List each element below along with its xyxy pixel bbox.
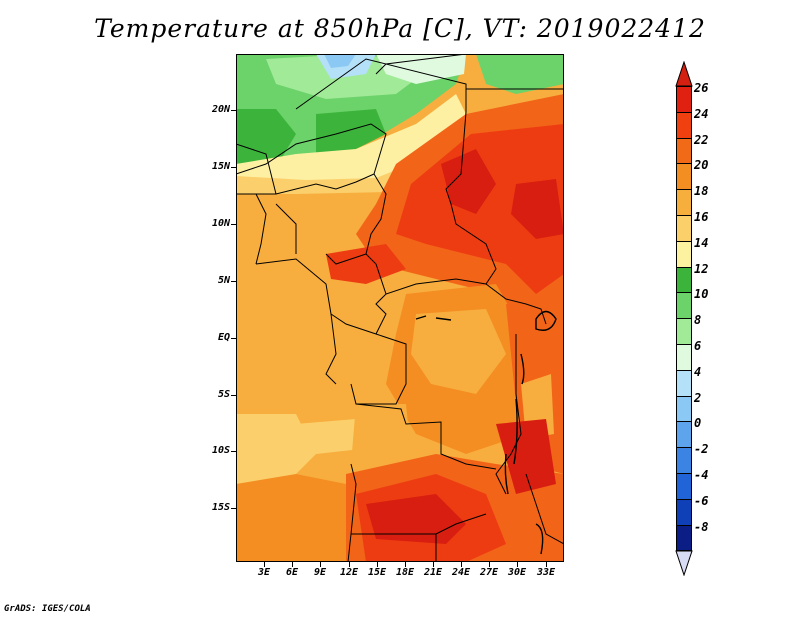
colorbar-label: 4 [694, 364, 702, 379]
colorbar-label: 2 [694, 390, 702, 405]
colorbar-segment [676, 240, 692, 268]
lon-label: 30E [507, 567, 527, 578]
temperature-map [236, 54, 564, 562]
country-borders [236, 54, 564, 562]
lon-tick [349, 562, 350, 567]
colorbar-label: -6 [694, 493, 709, 508]
colorbar-label: 16 [694, 209, 709, 224]
lon-label: 3E [257, 567, 271, 578]
zone-t8-ne [376, 54, 466, 84]
zone-t24-central [396, 124, 564, 294]
colorbar-segment [676, 447, 692, 474]
colorbar-segment [676, 524, 692, 552]
colorbar-label: 26 [694, 80, 709, 95]
colorbar-segment [676, 395, 692, 423]
lat-label: 10S [211, 445, 230, 456]
lon-tick [517, 562, 518, 567]
zone-t10-ne [476, 54, 564, 94]
lakes [415, 310, 557, 555]
lat-tick [231, 508, 236, 509]
colorbar-label: 14 [694, 235, 709, 250]
colorbar-label: -4 [694, 467, 709, 482]
colorbar-label: 12 [694, 261, 709, 276]
grads-credit: GrADS: IGES/COLA [4, 604, 91, 614]
lon-tick [461, 562, 462, 567]
colorbar-label: 20 [694, 158, 709, 173]
lat-tick [231, 338, 236, 339]
lon-label: 21E [423, 567, 443, 578]
lon-tick [489, 562, 490, 567]
zone-t26-east [511, 179, 564, 239]
lat-tick [231, 281, 236, 282]
lat-label: 15N [211, 161, 230, 172]
zone-t18-west [236, 254, 336, 454]
colorbar-label: 0 [694, 416, 702, 431]
colorbar-segment [676, 369, 692, 397]
colorbar-segment [676, 344, 692, 371]
map-title: Temperature at 850hPa [C], VT: 201902241… [94, 14, 706, 43]
zone-t26-se [496, 419, 556, 494]
lon-label: 9E [313, 567, 327, 578]
lat-tick [231, 167, 236, 168]
colorbar-segment [676, 421, 692, 449]
lat-label: 5N [217, 275, 230, 286]
colorbar-segment [676, 318, 692, 345]
lat-label: 15S [211, 502, 230, 513]
lon-label: 15E [367, 567, 387, 578]
lon-tick [377, 562, 378, 567]
lon-tick [405, 562, 406, 567]
colorbar-label: 10 [694, 287, 709, 302]
lat-tick [231, 451, 236, 452]
colorbar-segment [676, 86, 692, 113]
colorbar-label: 22 [694, 132, 709, 147]
lon-label: 24E [451, 567, 471, 578]
colorbar-label: 18 [694, 184, 709, 199]
lat-label: 20N [211, 104, 230, 115]
colorbar-segment [676, 473, 692, 500]
colorbar-label: 24 [694, 106, 709, 121]
zone-t20-sw [236, 474, 366, 562]
colorbar-label: 6 [694, 338, 702, 353]
lon-tick [264, 562, 265, 567]
lat-label: 5S [217, 389, 230, 400]
lon-label: 27E [479, 567, 499, 578]
lat-label: EQ [217, 332, 230, 343]
lon-tick [292, 562, 293, 567]
colorbar-segment [676, 137, 692, 165]
zone-t12-north2 [316, 109, 386, 154]
zone-t4-north [324, 54, 356, 68]
lat-tick [231, 395, 236, 396]
colorbar-segment [676, 111, 692, 139]
lon-label: 33E [536, 567, 556, 578]
colorbar-segment [676, 266, 692, 294]
lat-tick [231, 224, 236, 225]
lon-label: 18E [395, 567, 415, 578]
colorbar-segment [676, 163, 692, 191]
colorbar-segment [676, 498, 692, 526]
lon-tick [433, 562, 434, 567]
zone-t26-central [441, 149, 496, 214]
colorbar-segment [676, 215, 692, 242]
lon-tick [546, 562, 547, 567]
lon-label: 12E [339, 567, 359, 578]
zone-t18-eq [411, 309, 506, 394]
colorbar-label: 8 [694, 313, 702, 328]
colorbar-bottom-arrow [675, 550, 693, 577]
lon-label: 6E [285, 567, 299, 578]
colorbar-top-arrow [675, 61, 693, 87]
zone-t12-north [236, 109, 296, 164]
zone-t24-west [326, 244, 406, 284]
lat-label: 10N [211, 218, 230, 229]
colorbar-label: -8 [694, 519, 709, 534]
colorbar-segment [676, 292, 692, 320]
colorbar-label: -2 [694, 442, 709, 457]
zone-t16-west [236, 414, 316, 484]
colorbar-segment [676, 189, 692, 216]
lat-tick [231, 110, 236, 111]
lon-tick [320, 562, 321, 567]
zone-t16-west2 [296, 419, 361, 454]
